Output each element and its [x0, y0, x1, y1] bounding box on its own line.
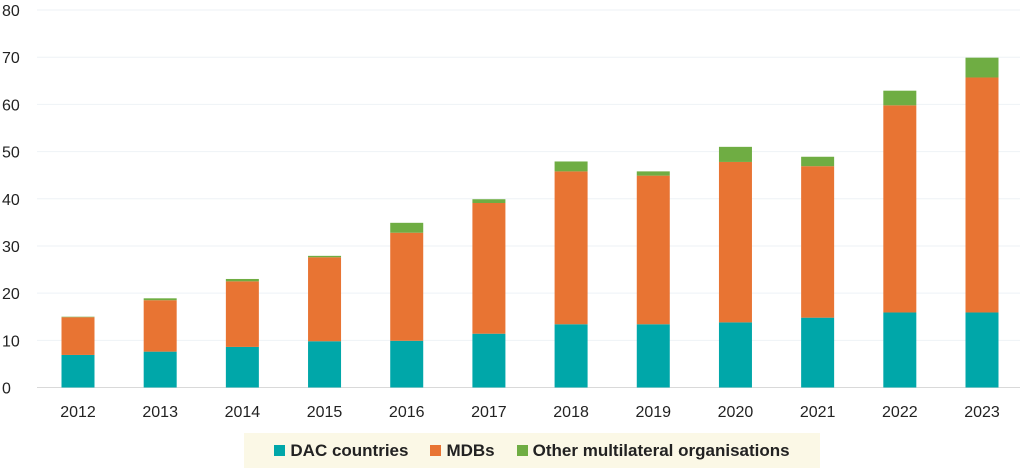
legend-item-mdbs: MDBs: [430, 440, 495, 461]
bar-segment-dac: [801, 317, 835, 388]
legend-label-dac: DAC countries: [290, 440, 409, 460]
bar-segment-mdbs: [801, 166, 835, 318]
legend-label-other: Other multilateral organisations: [532, 440, 790, 460]
bar-segment-other: [143, 298, 177, 301]
x-tick-label: 2022: [882, 404, 918, 421]
bar-segment-dac: [636, 324, 670, 388]
y-tick-label: 40: [2, 192, 20, 209]
stacked-bar-chart: 0 10 20 30 40 50 60 70 80 2012 2013 2014 2015 2016 201…: [2, 3, 1020, 421]
bar-segment-mdbs: [472, 202, 506, 334]
bar-segment-other: [965, 57, 999, 78]
x-tick-label: 2015: [307, 404, 343, 421]
bar-segment-dac: [718, 322, 752, 388]
bar-segment-mdbs: [61, 317, 95, 355]
bar-segment-other: [883, 90, 917, 106]
legend-item-dac: DAC countries: [274, 441, 408, 461]
y-tick-label: 70: [2, 50, 20, 67]
bar-segment-mdbs: [718, 161, 752, 323]
bar-segment-mdbs: [883, 105, 917, 313]
bar-segment-dac: [308, 341, 342, 388]
y-tick-label: 0: [2, 381, 11, 398]
x-tick-label: 2020: [718, 404, 754, 421]
bar-segment-dac: [965, 312, 999, 388]
bar-segment-dac: [225, 346, 259, 388]
legend: DAC countries MDBs Other multilateral or…: [244, 433, 820, 468]
x-tick-label: 2012: [60, 404, 96, 421]
y-tick-label: 60: [2, 97, 20, 114]
bar-segment-dac: [554, 324, 588, 388]
y-tick-label: 30: [2, 239, 20, 256]
x-tick-label: 2016: [389, 404, 425, 421]
legend-label-mdbs: MDBs: [446, 440, 495, 460]
bar-segment-mdbs: [225, 281, 259, 347]
y-tick-label: 20: [2, 286, 20, 303]
bar-segment-dac: [390, 340, 424, 388]
bar-segment-mdbs: [636, 175, 670, 325]
legend-swatch-mdbs: [430, 445, 442, 456]
bar-segment-mdbs: [308, 257, 342, 342]
legend-swatch-dac: [274, 445, 286, 456]
bar-segment-other: [718, 146, 752, 162]
bar-segment-dac: [61, 354, 95, 388]
bar-segment-dac: [143, 351, 177, 388]
x-tick-label: 2013: [142, 404, 178, 421]
x-tick-label: 2018: [553, 404, 589, 421]
bar-segment-mdbs: [143, 300, 177, 352]
x-tick-label: 2023: [964, 404, 1000, 421]
bar-segment-mdbs: [965, 77, 999, 313]
bar-segment-other: [225, 278, 259, 282]
x-tick-label: 2017: [471, 404, 507, 421]
bar-segment-mdbs: [554, 171, 588, 325]
bar-segment-dac: [883, 312, 917, 388]
legend-swatch-other: [516, 445, 528, 456]
y-tick-label: 80: [2, 3, 20, 20]
bar-segment-other: [636, 171, 670, 176]
x-tick-label: 2014: [225, 404, 261, 421]
x-tick-label: 2021: [800, 404, 836, 421]
bar-segment-other: [801, 156, 835, 167]
legend-item-other: Other multilateral organisations: [516, 440, 790, 461]
bar-segment-other: [554, 161, 588, 172]
x-tick-label: 2019: [635, 404, 671, 421]
y-tick-label: 10: [2, 333, 20, 350]
y-tick-label: 50: [2, 145, 20, 162]
bar-segment-mdbs: [390, 232, 424, 341]
bar-segment-other: [390, 222, 424, 233]
bar-segment-other: [472, 199, 506, 203]
bar-segment-dac: [472, 333, 506, 388]
bar-segment-other: [308, 255, 342, 258]
